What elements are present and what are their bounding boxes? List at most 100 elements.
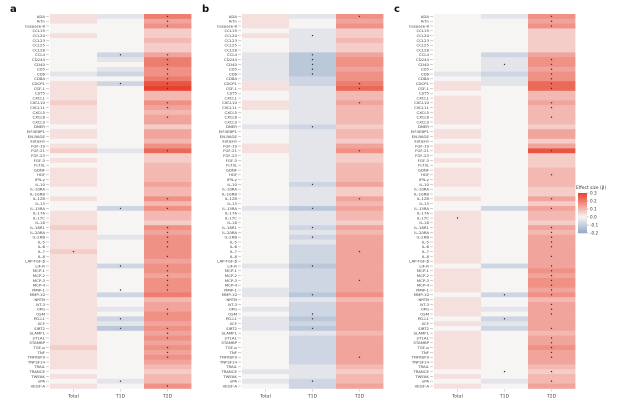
- significance-marker: [311, 313, 314, 315]
- heatmap-cell: [336, 292, 384, 298]
- heatmap-cell: [336, 359, 384, 365]
- heatmap-cell: [289, 350, 337, 356]
- heatmap-cell: [336, 335, 384, 341]
- significance-marker: [311, 54, 314, 56]
- row-label: DNER: [418, 124, 429, 129]
- heatmap-cell: [144, 167, 192, 173]
- heatmap-cell: [481, 302, 529, 308]
- row-label: Artn: [37, 19, 46, 24]
- heatmap-cell: [289, 364, 337, 370]
- heatmap-cell: [528, 95, 576, 101]
- heatmap-cell: [434, 239, 482, 245]
- heatmap-cell: [289, 254, 337, 260]
- row-label: CXCL1: [225, 95, 238, 100]
- heatmap-cell: [97, 354, 145, 360]
- row-label: FGF-5: [226, 158, 238, 163]
- heatmap-cell: [336, 162, 384, 168]
- panel-label: c: [394, 4, 400, 15]
- heatmap-cell: [528, 52, 576, 58]
- row-label: TRAIL: [225, 364, 238, 369]
- row-label: CDCP1: [224, 81, 238, 86]
- significance-marker: [358, 356, 361, 358]
- heatmap-cell: [434, 95, 482, 101]
- heatmap-cell: [50, 345, 98, 351]
- heatmap-cell: [289, 81, 337, 87]
- row-label: IL-12B: [417, 196, 430, 201]
- heatmap-cell: [434, 354, 482, 360]
- heatmap-cell: [481, 220, 529, 226]
- heatmap-cell: [97, 201, 145, 207]
- row-label: MCP-1: [33, 268, 46, 273]
- row-label: NRTN: [226, 297, 237, 302]
- heatmap-cell: [242, 292, 290, 298]
- heatmap-cell: [289, 220, 337, 226]
- heatmap-cell: [242, 81, 290, 87]
- heatmap-cell: [50, 258, 98, 264]
- row-label: CD6: [421, 71, 430, 76]
- row-label: SIRT2: [34, 326, 45, 331]
- heatmap-cell: [434, 47, 482, 53]
- heatmap-cell: [242, 335, 290, 341]
- heatmap-cell: [434, 326, 482, 332]
- heatmap-cell: [289, 210, 337, 216]
- row-label: CXCL10: [414, 100, 429, 105]
- row-label: OSM: [36, 311, 45, 316]
- row-label: CST5: [35, 91, 46, 96]
- heatmap-cell: [336, 220, 384, 226]
- significance-marker: [550, 226, 553, 229]
- heatmap-cell: [481, 287, 529, 293]
- row-label: CCL25: [224, 43, 237, 48]
- row-label: CCL25: [32, 43, 45, 48]
- row-label: CDCP1: [32, 81, 46, 86]
- significance-marker: [166, 25, 169, 27]
- heatmap-cell: [144, 124, 192, 130]
- significance-marker: [550, 289, 553, 291]
- significance-marker: [550, 68, 553, 70]
- heatmap-cell: [97, 359, 145, 365]
- row-label: CCL4: [227, 52, 238, 57]
- heatmap-cell: [50, 52, 98, 58]
- legend-gradient-step: [578, 230, 587, 232]
- heatmap-cell: [528, 258, 576, 264]
- heatmap-cell: [144, 249, 192, 255]
- heatmap-cell: [242, 42, 290, 48]
- legend-tick-label: -0.2: [590, 231, 599, 236]
- legend-gradient-step: [578, 219, 587, 221]
- heatmap-cell: [528, 134, 576, 140]
- row-label: TNF: [420, 350, 429, 355]
- heatmap-cell: [336, 350, 384, 356]
- heatmap-cell: [242, 172, 290, 178]
- heatmap-cell: [528, 330, 576, 336]
- significance-marker: [550, 327, 553, 330]
- heatmap-cell: [144, 292, 192, 298]
- significance-marker: [311, 63, 314, 66]
- row-label: Eotaxin: [30, 139, 45, 144]
- row-label: TRAIL: [33, 364, 46, 369]
- heatmap-cell: [242, 191, 290, 197]
- heatmap-cell: [97, 292, 145, 298]
- row-label: IL-2RB: [417, 235, 430, 240]
- heatmap-cell: [434, 167, 482, 173]
- heatmap-cell: [50, 57, 98, 63]
- significance-marker: [166, 106, 169, 109]
- heatmap-cell: [434, 201, 482, 207]
- heatmap-cell: [50, 186, 98, 192]
- heatmap-cell: [528, 220, 576, 226]
- column-label: T2D: [546, 393, 557, 399]
- legend-gradient-step: [578, 207, 587, 209]
- heatmap-cell: [289, 215, 337, 221]
- heatmap-cell: [528, 162, 576, 168]
- row-label: IFN-γ: [227, 177, 238, 182]
- row-label: LAP-TGF-β: [25, 259, 45, 264]
- heatmap-cell: [50, 263, 98, 269]
- heatmap-cell: [289, 383, 337, 389]
- heatmap-cell: [97, 254, 145, 260]
- heatmap-cell: [481, 110, 529, 116]
- heatmap-cell: [50, 14, 98, 20]
- heatmap-cell: [336, 273, 384, 279]
- heatmap-cell: [528, 177, 576, 183]
- row-label: IL-15RA: [222, 206, 237, 211]
- heatmap-cell: [50, 268, 98, 274]
- heatmap-cell: [97, 105, 145, 111]
